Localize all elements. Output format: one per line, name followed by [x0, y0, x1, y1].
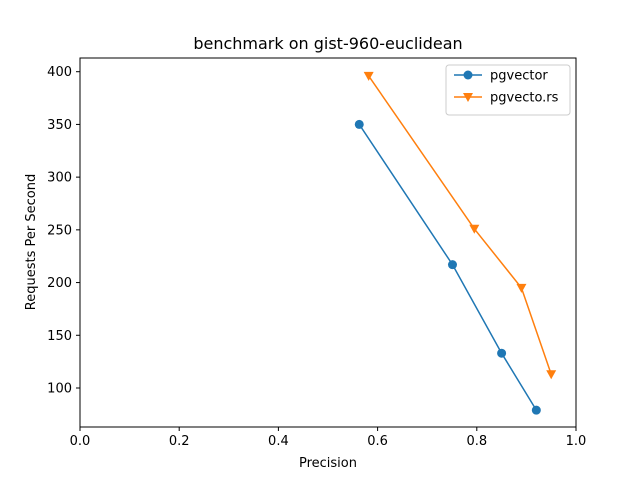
y-axis-label: Requests Per Second: [24, 174, 39, 310]
data-point-pgvector: [447, 260, 457, 270]
series-line-pgvector: [358, 124, 537, 411]
plot-area: [354, 71, 557, 415]
x-tick-label: 0.6: [367, 434, 388, 449]
axes-frame: [79, 57, 577, 428]
legend-marker-pgvecto.rs: [463, 93, 473, 102]
legend: pgvector pgvecto.rs: [445, 64, 571, 116]
y-tick-label: 350: [47, 118, 72, 133]
data-point-pgvecto.rs: [363, 71, 374, 81]
y-tick-label: 400: [47, 65, 72, 80]
legend-label: pgvecto.rs: [490, 91, 559, 106]
x-tick-label: 1.0: [566, 434, 587, 449]
legend-box: [445, 64, 571, 116]
data-point-pgvecto.rs: [469, 224, 480, 234]
chart-title: benchmark on gist-960-euclidean: [193, 34, 462, 53]
axis-ticks: 0.0 0.2 0.4 0.6 0.8 1.0 100 150 200 250 300 350 400: [47, 65, 586, 449]
x-axis-label: Precision: [299, 456, 357, 471]
data-point-pgvector: [497, 348, 507, 358]
x-tick-label: 0.0: [70, 434, 91, 449]
data-point-pgvector: [531, 405, 541, 415]
y-tick-label: 250: [47, 223, 72, 238]
data-point-pgvecto.rs: [546, 370, 557, 380]
series-line-pgvecto.rs: [368, 75, 552, 375]
y-tick-label: 150: [47, 329, 72, 344]
legend-label: pgvector: [490, 69, 548, 84]
x-tick-label: 0.4: [268, 434, 289, 449]
data-point-pgvecto.rs: [516, 283, 527, 293]
y-tick-label: 300: [47, 171, 72, 186]
data-point-pgvector: [354, 119, 364, 129]
legend-marker-pgvector: [463, 70, 473, 80]
x-tick-label: 0.2: [169, 434, 190, 449]
y-tick-label: 100: [47, 381, 72, 396]
x-tick-label: 0.8: [466, 434, 487, 449]
y-tick-label: 200: [47, 276, 72, 291]
